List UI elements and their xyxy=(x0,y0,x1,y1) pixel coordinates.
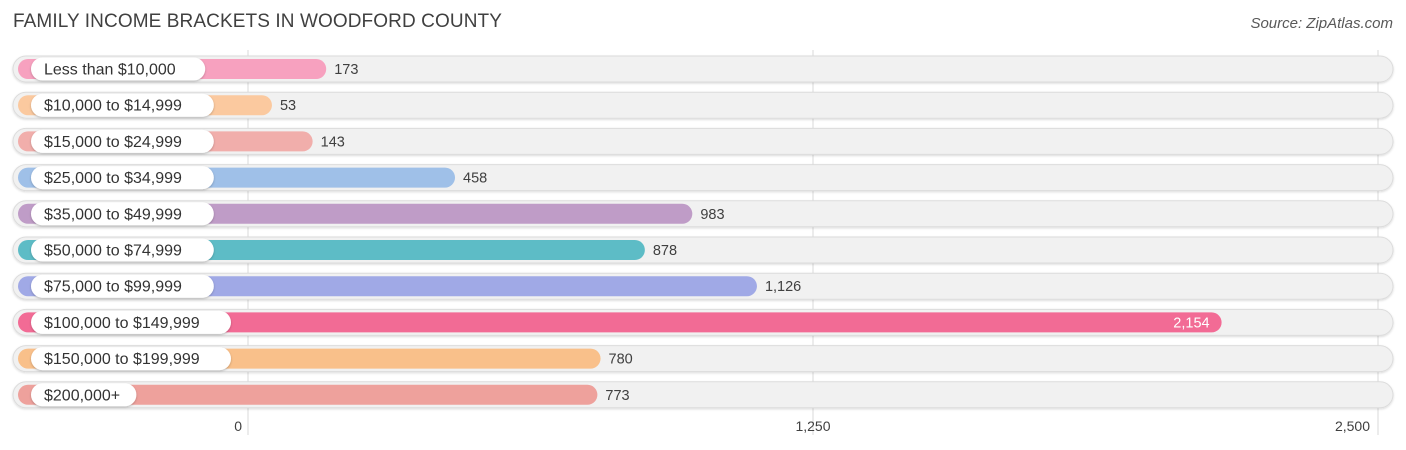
category-label: $50,000 to $74,999 xyxy=(44,243,182,260)
bar xyxy=(18,312,1222,333)
value-label: 458 xyxy=(463,171,487,187)
row-background xyxy=(12,55,1394,83)
category-label-pill xyxy=(31,310,231,334)
chart-title: FAMILY INCOME BRACKETS IN WOODFORD COUNT… xyxy=(13,11,502,32)
category-label-pill xyxy=(31,57,206,81)
category-label-pill xyxy=(31,166,214,190)
category-label: $100,000 to $149,999 xyxy=(44,315,200,332)
bar-row: $25,000 to $34,999 458 xyxy=(12,164,1394,192)
source-label: Source: ZipAtlas.com xyxy=(1250,15,1393,32)
category-label-pill xyxy=(31,347,231,371)
value-label: 878 xyxy=(653,243,677,259)
category-label: $10,000 to $14,999 xyxy=(44,98,182,115)
category-label: Less than $10,000 xyxy=(44,62,176,79)
category-label-pill xyxy=(31,238,214,262)
bar-row: $35,000 to $49,999 983 xyxy=(12,200,1394,228)
bar-row: Less than $10,000 173 xyxy=(12,55,1394,83)
row-background xyxy=(12,127,1394,155)
x-axis: 0 1,250 2,500 xyxy=(234,418,1370,434)
category-label: $35,000 to $49,999 xyxy=(44,206,182,223)
bar-row: $75,000 to $99,999 1,126 xyxy=(12,272,1394,300)
bar-row: $150,000 to $199,999 780 xyxy=(12,345,1394,373)
bar-row: $200,000+ 773 xyxy=(12,381,1394,409)
bar-rows: Less than $10,000 173 $10,000 to $14,999 53… xyxy=(12,55,1394,409)
x-tick-label: 2,500 xyxy=(1335,418,1370,434)
category-label: $15,000 to $24,999 xyxy=(44,134,182,151)
category-label-pill xyxy=(31,202,214,226)
value-label: 773 xyxy=(605,388,629,404)
x-tick-label: 0 xyxy=(234,418,242,434)
bar-row: $10,000 to $14,999 53 xyxy=(12,91,1394,119)
value-label: 173 xyxy=(334,62,358,78)
value-label: 53 xyxy=(280,98,296,114)
value-label: 1,126 xyxy=(765,279,801,295)
value-label: 983 xyxy=(700,207,724,223)
row-background xyxy=(12,91,1394,119)
category-label-pill xyxy=(31,274,214,298)
value-label: 143 xyxy=(321,134,345,150)
category-label-pill xyxy=(31,129,214,153)
category-label: $200,000+ xyxy=(44,387,120,404)
bar xyxy=(18,384,598,405)
category-label-pill xyxy=(31,383,137,407)
value-label: 2,154 xyxy=(1173,315,1209,331)
category-label: $75,000 to $99,999 xyxy=(44,279,182,296)
bar-row: $50,000 to $74,999 878 xyxy=(12,236,1394,264)
category-label: $25,000 to $34,999 xyxy=(44,170,182,187)
bar-row: $15,000 to $24,999 143 xyxy=(12,127,1394,155)
value-label: 780 xyxy=(609,352,633,368)
category-label-pill xyxy=(31,93,214,117)
bar-row: $100,000 to $149,999 2,154 xyxy=(12,308,1394,336)
x-tick-label: 1,250 xyxy=(795,418,830,434)
category-label: $150,000 to $199,999 xyxy=(44,351,200,368)
